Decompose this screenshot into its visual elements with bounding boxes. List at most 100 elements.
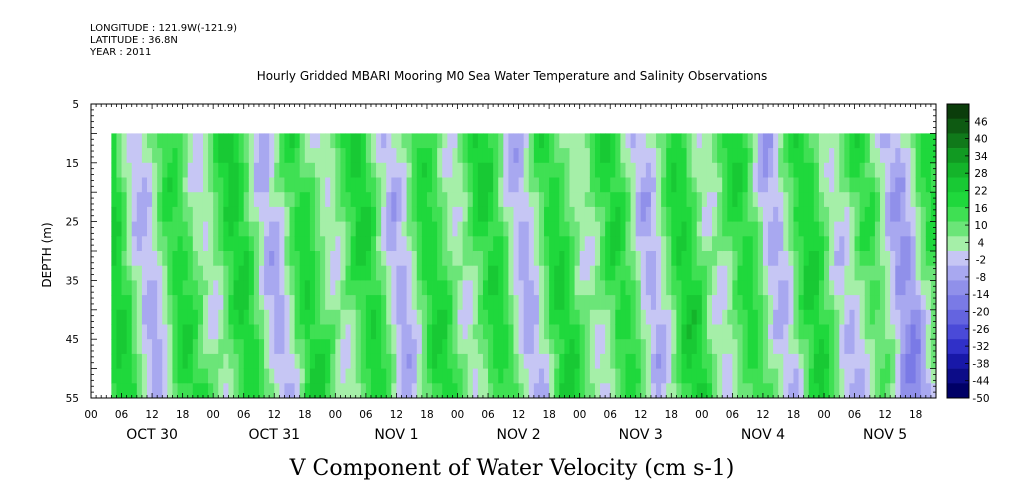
heatmap-cell [834,177,840,193]
heatmap-cell [289,353,296,369]
heatmap-cell [645,280,652,296]
heatmap-cell [635,206,642,222]
heatmap-cell [228,280,234,296]
heatmap-cell [386,383,392,399]
heatmap-cell [370,162,377,178]
heatmap-cell [411,265,418,281]
heatmap-cell [666,339,672,355]
heatmap-cell [757,295,764,311]
heatmap-cell [182,206,189,222]
heatmap-cell [411,162,418,178]
heatmap-cell [686,177,693,193]
heatmap-cell [706,368,713,384]
heatmap-cell [208,324,214,340]
heatmap-cell [396,148,402,164]
heatmap-cell [264,236,270,252]
heatmap-cell [355,133,362,149]
heatmap-cell [635,368,642,384]
heatmap-cell [365,148,372,164]
heatmap-cell [391,295,397,311]
heatmap-cell [818,295,825,311]
heatmap-cell [350,353,357,369]
heatmap-cell [228,236,234,252]
heatmap-cell [742,206,749,222]
heatmap-cell [793,309,799,325]
heatmap-cell [910,309,917,325]
heatmap-cell [136,177,143,193]
heatmap-cell [197,162,204,178]
heatmap-cell [574,353,581,369]
heatmap-cell [182,324,189,340]
heatmap-cell [386,133,392,149]
heatmap-cell [350,339,357,355]
heatmap-cell [574,192,581,208]
heatmap-cell [880,368,886,384]
heatmap-cell [630,383,637,399]
heatmap-cell [905,309,911,325]
heatmap-cell [910,368,917,384]
heatmap-cell [564,368,570,384]
heatmap-cell [839,148,845,164]
heatmap-cell [783,221,789,237]
heatmap-cell [498,383,504,399]
heatmap-cell [701,383,708,399]
heatmap-cell [839,295,845,311]
heatmap-cell [798,280,805,296]
heatmap-cell [905,148,911,164]
heatmap-cell [350,206,357,222]
heatmap-cell [503,280,509,296]
heatmap-cell [773,324,779,340]
heatmap-cell [126,339,133,355]
heatmap-cell [849,368,855,384]
x-tick-label: 00 [451,409,464,421]
x-tick-label: 18 [420,409,433,421]
heatmap-cell [233,221,240,237]
heatmap-cell [416,368,423,384]
heatmap-cell [482,309,489,325]
heatmap-cell [569,353,575,369]
heatmap-cell [213,133,219,149]
heatmap-cell [584,236,591,252]
heatmap-cell [238,236,245,252]
heatmap-cell [880,192,886,208]
heatmap-cell [818,383,825,399]
heatmap-cell [656,309,662,325]
heatmap-cell [920,236,927,252]
heatmap-cell [111,221,117,237]
heatmap-cell [712,236,718,252]
heatmap-cell [818,162,825,178]
heatmap-cell [610,162,616,178]
heatmap-cell [666,236,672,252]
heatmap-cell [330,309,336,325]
heatmap-cell [803,236,810,252]
heatmap-cell [488,206,494,222]
heatmap-cell [447,339,453,355]
heatmap-cell [472,206,479,222]
heatmap-cell [869,251,876,267]
heatmap-cell [717,309,723,325]
heatmap-cell [671,162,677,178]
heatmap-cell [192,236,199,252]
heatmap-cell [808,383,815,399]
heatmap-cell [533,221,540,237]
heatmap-cell [482,148,489,164]
heatmap-cell [798,133,805,149]
heatmap-cell [258,251,265,267]
heatmap-cell [798,192,805,208]
heatmap-cell [370,368,377,384]
heatmap-cell [131,177,138,193]
heatmap-cell [513,148,519,164]
heatmap-cell [712,353,718,369]
heatmap-cell [426,309,433,325]
heatmap-cell [803,339,810,355]
heatmap-cell [391,206,397,222]
heatmap-cell [457,251,463,267]
heatmap-cell [666,148,672,164]
heatmap-cell [559,383,565,399]
heatmap-cell [477,368,484,384]
heatmap-cell [274,353,280,369]
heatmap-cell [874,221,881,237]
heatmap-cell [248,265,255,281]
heatmap-cell [625,177,631,193]
heatmap-cell [554,309,560,325]
